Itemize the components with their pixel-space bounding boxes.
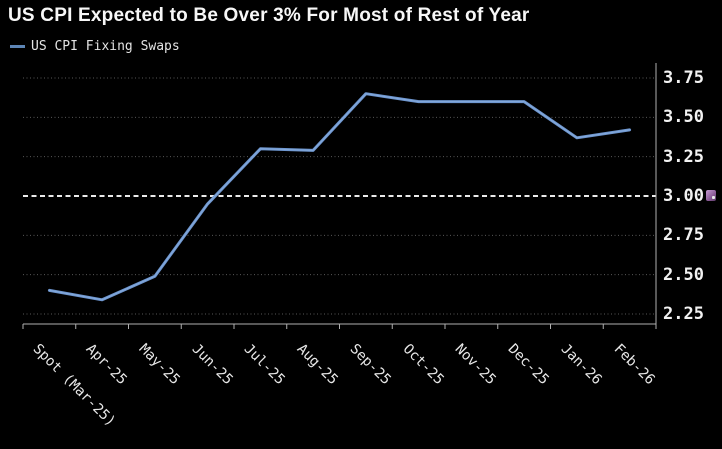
y-axis-label: 3.00 bbox=[663, 186, 704, 206]
cpi-swaps-line-highlight bbox=[48, 93, 631, 301]
y-axis-label: 3.75 bbox=[663, 68, 704, 88]
y-axis-label: 3.25 bbox=[663, 147, 704, 167]
y-axis-label: 3.50 bbox=[663, 107, 704, 127]
legend-series-label: US CPI Fixing Swaps bbox=[31, 39, 180, 54]
legend: US CPI Fixing Swaps bbox=[10, 39, 180, 54]
axis-annotation-icon bbox=[706, 190, 716, 201]
chart-title: US CPI Expected to Be Over 3% For Most o… bbox=[8, 5, 530, 26]
y-axis-label: 2.25 bbox=[663, 304, 704, 324]
legend-line-icon bbox=[10, 45, 25, 48]
y-axis-label: 2.50 bbox=[663, 265, 704, 285]
y-axis-label: 2.75 bbox=[663, 225, 704, 245]
